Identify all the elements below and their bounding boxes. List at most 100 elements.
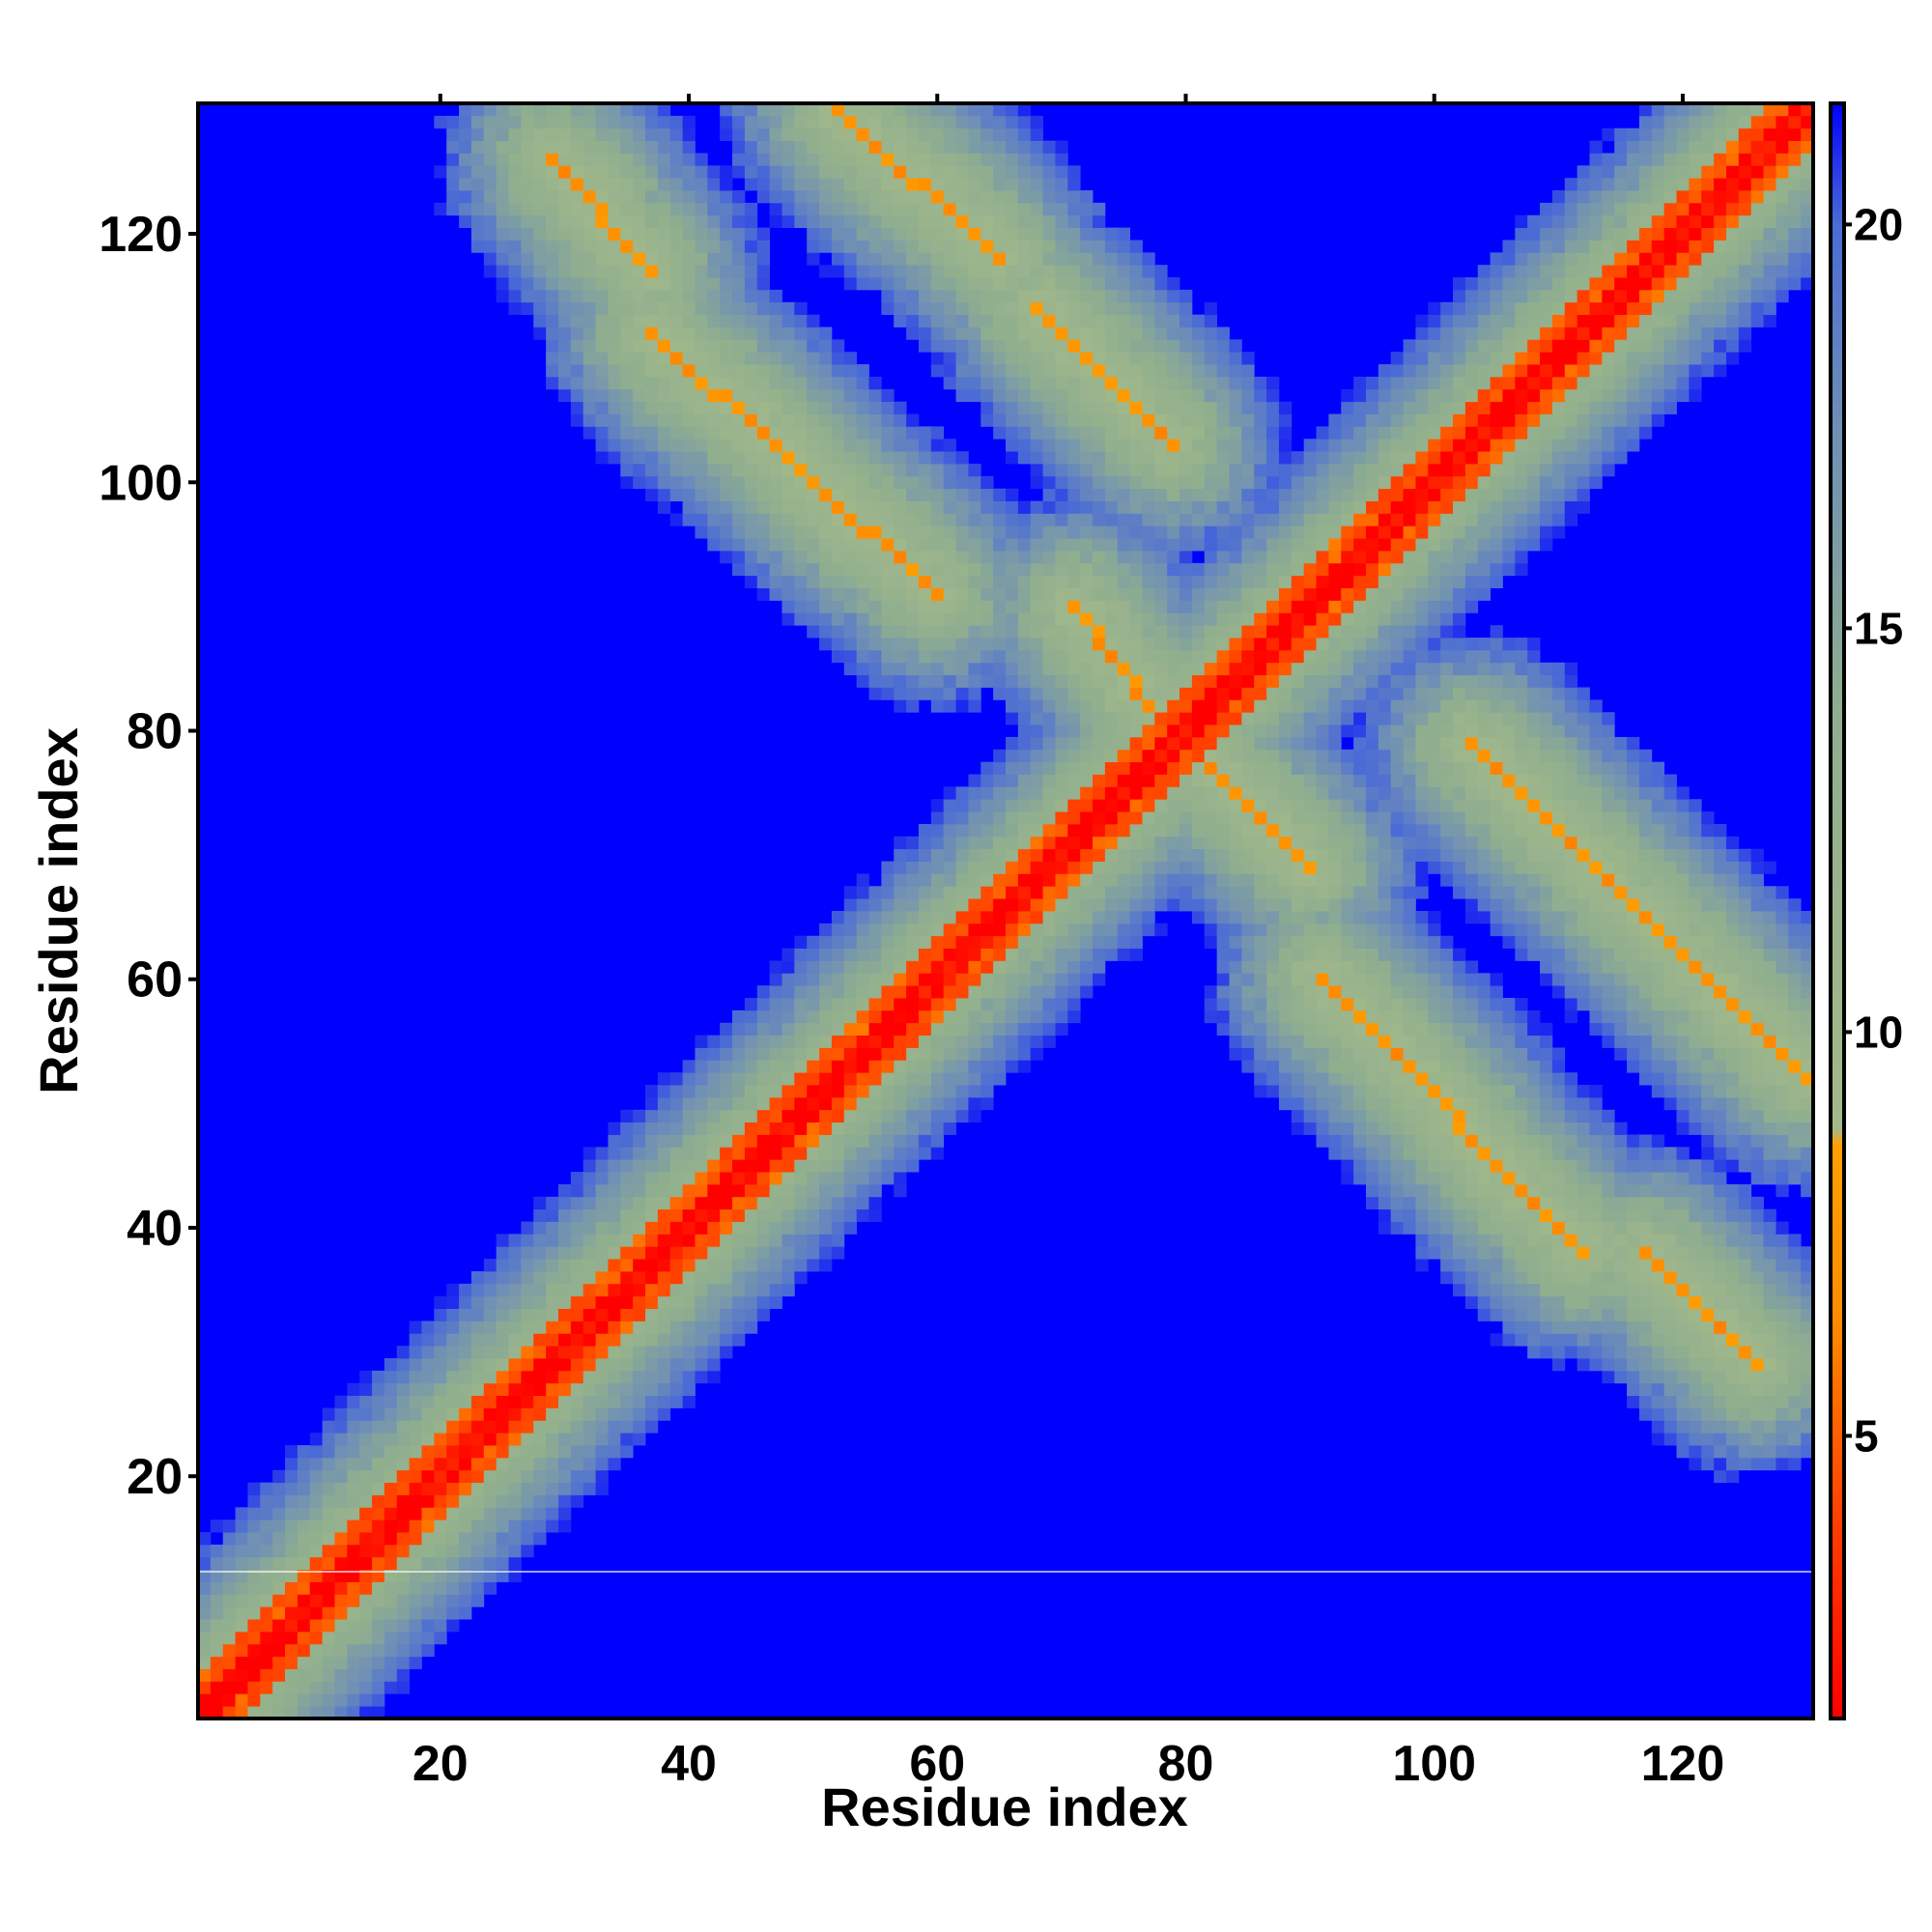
- heatmap-cell: [1093, 960, 1106, 974]
- heatmap-cell: [819, 165, 833, 179]
- heatmap-cell: [1216, 638, 1230, 651]
- heatmap-cell: [955, 848, 969, 862]
- heatmap-cell: [1303, 761, 1317, 775]
- heatmap-cell: [1216, 811, 1230, 825]
- heatmap-cell: [993, 935, 1007, 949]
- heatmap-cell: [1241, 413, 1255, 427]
- heatmap-cell: [856, 439, 869, 452]
- heatmap-cell: [744, 165, 758, 179]
- heatmap-cell: [508, 1520, 522, 1533]
- heatmap-cell: [1142, 612, 1155, 626]
- heatmap-cell: [1204, 799, 1218, 812]
- heatmap-cell: [1080, 687, 1094, 700]
- heatmap-cell: [720, 513, 733, 526]
- heatmap-cell: [657, 1196, 671, 1210]
- heatmap-cell: [620, 1308, 634, 1321]
- heatmap-cell: [756, 1208, 771, 1222]
- heatmap-cell: [582, 339, 596, 353]
- heatmap-cell: [521, 1308, 534, 1321]
- heatmap-cell: [645, 1283, 659, 1297]
- heatmap-cell: [657, 1072, 671, 1086]
- heatmap-cell: [1067, 587, 1081, 601]
- heatmap-cell: [1229, 638, 1242, 651]
- heatmap-cell: [1191, 799, 1206, 812]
- heatmap-cell: [1216, 699, 1230, 713]
- heatmap-cell: [930, 836, 945, 850]
- heatmap-cell: [955, 799, 969, 812]
- heatmap-cell: [1167, 848, 1180, 862]
- heatmap-cell: [557, 1234, 572, 1247]
- heatmap-cell: [1291, 513, 1305, 526]
- heatmap-cell: [756, 364, 771, 378]
- heatmap-cell: [993, 562, 1007, 577]
- heatmap-cell: [347, 1681, 360, 1694]
- heatmap-cell: [695, 1085, 708, 1098]
- heatmap-cell: [906, 923, 920, 937]
- heatmap-cell: [1316, 699, 1329, 713]
- heatmap-cell: [894, 625, 907, 639]
- heatmap-cell: [868, 960, 882, 974]
- heatmap-cell: [831, 600, 845, 613]
- heatmap-cell: [546, 314, 559, 327]
- heatmap-cell: [470, 240, 485, 253]
- heatmap-cell: [483, 265, 497, 278]
- heatmap-cell: [707, 1208, 721, 1222]
- heatmap-cell: [1341, 1060, 1354, 1073]
- heatmap-cell: [943, 911, 956, 924]
- heatmap-cell: [334, 1520, 348, 1533]
- heatmap-cell: [868, 649, 882, 664]
- heatmap-cell: [1017, 587, 1032, 601]
- heatmap-cell: [446, 1556, 460, 1571]
- heatmap-cell: [633, 463, 646, 477]
- heatmap-cell: [1316, 475, 1329, 490]
- heatmap-cell: [1055, 886, 1068, 899]
- heatmap-cell: [819, 526, 833, 539]
- heatmap-cell: [980, 848, 994, 862]
- heatmap-cell: [459, 128, 472, 141]
- heatmap-cell: [881, 1147, 895, 1160]
- heatmap-cell: [943, 662, 956, 676]
- heatmap-cell: [235, 1556, 248, 1571]
- heatmap-cell: [930, 1109, 945, 1123]
- heatmap-cell: [1341, 1109, 1354, 1123]
- heatmap-cell: [322, 1619, 335, 1633]
- heatmap-cell: [546, 1295, 559, 1309]
- heatmap-cell: [1055, 289, 1068, 303]
- heatmap-cell: [744, 252, 758, 266]
- heatmap-cell: [620, 1382, 634, 1396]
- heatmap-cell: [669, 451, 683, 465]
- heatmap-cell: [470, 1469, 485, 1484]
- heatmap-cell: [843, 960, 858, 974]
- heatmap-cell: [1328, 513, 1342, 526]
- heatmap-cell: [608, 1445, 621, 1459]
- heatmap-cell: [1303, 998, 1317, 1011]
- heatmap-cell: [819, 140, 833, 154]
- heatmap-cell: [582, 1333, 596, 1347]
- heatmap-cell: [843, 439, 858, 452]
- heatmap-cell: [993, 252, 1007, 266]
- heatmap-cell: [819, 327, 833, 340]
- heatmap-cell: [1129, 252, 1143, 266]
- heatmap-cell: [1017, 214, 1032, 229]
- heatmap-cell: [1067, 873, 1081, 887]
- heatmap-cell: [955, 165, 969, 179]
- heatmap-cell: [1093, 811, 1106, 825]
- heatmap-cell: [856, 625, 869, 639]
- heatmap-cell: [546, 1382, 559, 1396]
- heatmap-cell: [1241, 1009, 1255, 1024]
- heatmap-cell: [633, 1283, 646, 1297]
- heatmap-cell: [421, 1382, 435, 1396]
- heatmap-cell: [1080, 202, 1094, 216]
- heatmap-cell: [732, 289, 746, 303]
- heatmap-cell: [1291, 724, 1305, 738]
- heatmap-cell: [918, 886, 932, 899]
- heatmap-cell: [906, 662, 920, 676]
- heatmap-cell: [372, 1433, 385, 1446]
- heatmap-cell: [955, 103, 969, 117]
- heatmap-cell: [384, 1457, 398, 1471]
- heatmap-cell: [720, 227, 733, 241]
- heatmap-cell: [732, 1183, 746, 1198]
- heatmap-cell: [1055, 811, 1068, 825]
- heatmap-cell: [968, 488, 981, 501]
- heatmap-cell: [943, 513, 956, 526]
